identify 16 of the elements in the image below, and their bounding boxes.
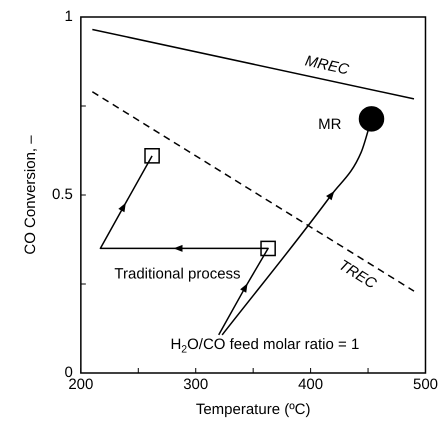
point [174, 244, 182, 252]
point [358, 106, 384, 132]
y-tick-label: 0.5 [52, 186, 73, 204]
point [144, 148, 160, 164]
point [118, 202, 126, 212]
series-label: MR [318, 116, 342, 133]
text: MREC [304, 52, 350, 78]
x-tick-label: 300 [183, 376, 208, 394]
x-tick-label: 200 [68, 376, 94, 394]
x-axis-title: Temperature (ºC) [196, 401, 311, 418]
series-label: Traditional process [114, 266, 241, 283]
point [240, 283, 248, 293]
x-tick-label: 400 [298, 376, 324, 394]
x-tick-label: 500 [412, 376, 438, 394]
y-tick-label: 1 [64, 8, 73, 26]
y-axis-title: CO Conversion, – [22, 134, 40, 255]
